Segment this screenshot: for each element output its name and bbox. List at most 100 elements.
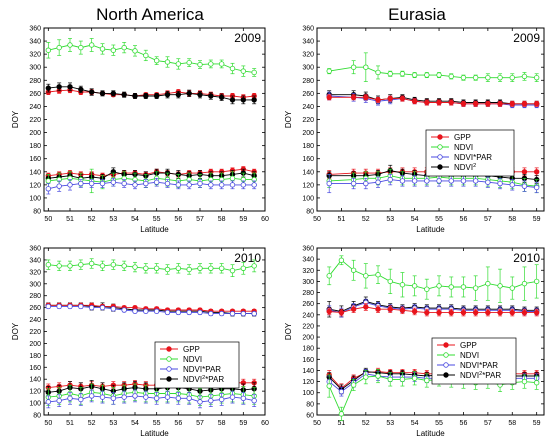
- x-tick-label: 57: [196, 216, 204, 223]
- y-tick-label: 180: [302, 346, 314, 353]
- data-point: [485, 101, 491, 107]
- data-point: [485, 179, 491, 185]
- data-point: [88, 42, 95, 48]
- x-tick-label: 50: [313, 420, 321, 427]
- y-tick-label: 120: [302, 182, 314, 189]
- data-point: [251, 182, 257, 188]
- y-tick-label: 220: [29, 117, 41, 124]
- data-point: [521, 101, 528, 107]
- y-tick-label: 260: [29, 91, 41, 98]
- data-point: [208, 397, 214, 404]
- y-tick-label: 240: [29, 104, 41, 111]
- y-tick-label: 320: [29, 52, 41, 59]
- data-point: [78, 303, 84, 310]
- data-point: [67, 303, 73, 310]
- data-point: [251, 310, 257, 317]
- y-tick-label: 320: [29, 269, 41, 276]
- legend-marker: [166, 346, 172, 352]
- y-tick-label: 220: [302, 117, 314, 124]
- data-point: [497, 283, 503, 289]
- data-point: [521, 169, 528, 175]
- data-point: [424, 72, 430, 78]
- data-point: [175, 61, 182, 67]
- data-point: [338, 411, 345, 417]
- x-tick-label: 59: [239, 216, 247, 223]
- data-point: [375, 69, 381, 76]
- data-point: [110, 395, 117, 401]
- series-ndvi-par: [326, 174, 540, 194]
- data-point: [143, 308, 149, 314]
- data-point: [88, 304, 95, 311]
- x-tick-label: 59: [533, 420, 541, 427]
- data-point: [387, 306, 393, 312]
- data-point: [175, 395, 182, 401]
- x-tick-label: 57: [484, 420, 492, 427]
- data-point: [186, 182, 192, 188]
- data-point: [110, 262, 117, 268]
- year-label: 2009: [513, 31, 540, 45]
- x-tick-label: 58: [508, 216, 516, 223]
- legend-label: NDVI2*PAR: [460, 371, 501, 380]
- y-axis-label: DOY: [284, 322, 293, 340]
- data-point: [363, 273, 369, 279]
- data-point: [56, 183, 62, 189]
- data-point: [460, 74, 467, 81]
- y-tick-label: 80: [306, 401, 314, 408]
- legend-label: GPP: [454, 133, 471, 142]
- data-point: [99, 304, 106, 311]
- data-point: [509, 309, 515, 316]
- data-point: [197, 265, 203, 271]
- data-point: [448, 99, 454, 106]
- data-point: [121, 180, 127, 187]
- data-point: [375, 179, 381, 185]
- y-tick-label: 360: [302, 26, 314, 33]
- data-point: [509, 182, 515, 188]
- chart-panel: 60 80 100 120 140 160 180 200 220 240 260 280 300 320…: [284, 246, 545, 437]
- data-point: [121, 44, 127, 51]
- y-tick-label: 340: [302, 39, 314, 46]
- data-point: [436, 309, 442, 316]
- data-point: [521, 378, 528, 385]
- data-point: [218, 61, 225, 67]
- data-point: [56, 84, 62, 90]
- x-axis-label: Latitude: [140, 429, 169, 437]
- data-point: [132, 182, 138, 188]
- y-tick-label: 340: [29, 257, 41, 264]
- data-point: [229, 310, 236, 317]
- legend-marker: [443, 372, 449, 378]
- data-point: [78, 396, 84, 403]
- x-tick-label: 53: [109, 216, 117, 223]
- data-point: [460, 178, 467, 184]
- y-tick-label: 260: [302, 91, 314, 98]
- y-tick-label: 340: [29, 39, 41, 46]
- y-tick-label: 200: [29, 341, 41, 348]
- y-tick-label: 280: [302, 78, 314, 85]
- data-point: [164, 266, 171, 273]
- data-point: [110, 90, 117, 97]
- data-point: [363, 304, 369, 310]
- legend-label: NDVI*PAR: [454, 153, 492, 162]
- y-tick-label: 160: [302, 357, 314, 364]
- data-point: [143, 180, 149, 187]
- x-tick-label: 54: [411, 420, 419, 427]
- series-ndvi-par: [45, 303, 257, 317]
- data-point: [153, 308, 160, 314]
- data-point: [175, 309, 182, 316]
- y-tick-label: 360: [302, 246, 314, 253]
- data-point: [485, 280, 491, 287]
- data-point: [509, 74, 515, 81]
- data-point: [338, 388, 345, 395]
- data-point: [240, 68, 247, 74]
- x-axis-label: Latitude: [140, 225, 169, 234]
- y-tick-label: 160: [29, 156, 41, 163]
- y-axis-label: DOY: [284, 110, 293, 128]
- x-tick-label: 55: [435, 216, 443, 223]
- data-point: [186, 59, 192, 66]
- data-point: [229, 65, 236, 72]
- legend-marker: [437, 154, 443, 160]
- legend-marker: [437, 134, 443, 140]
- x-tick-label: 56: [460, 216, 468, 223]
- legend-label: GPP: [183, 345, 200, 354]
- data-point: [350, 94, 357, 100]
